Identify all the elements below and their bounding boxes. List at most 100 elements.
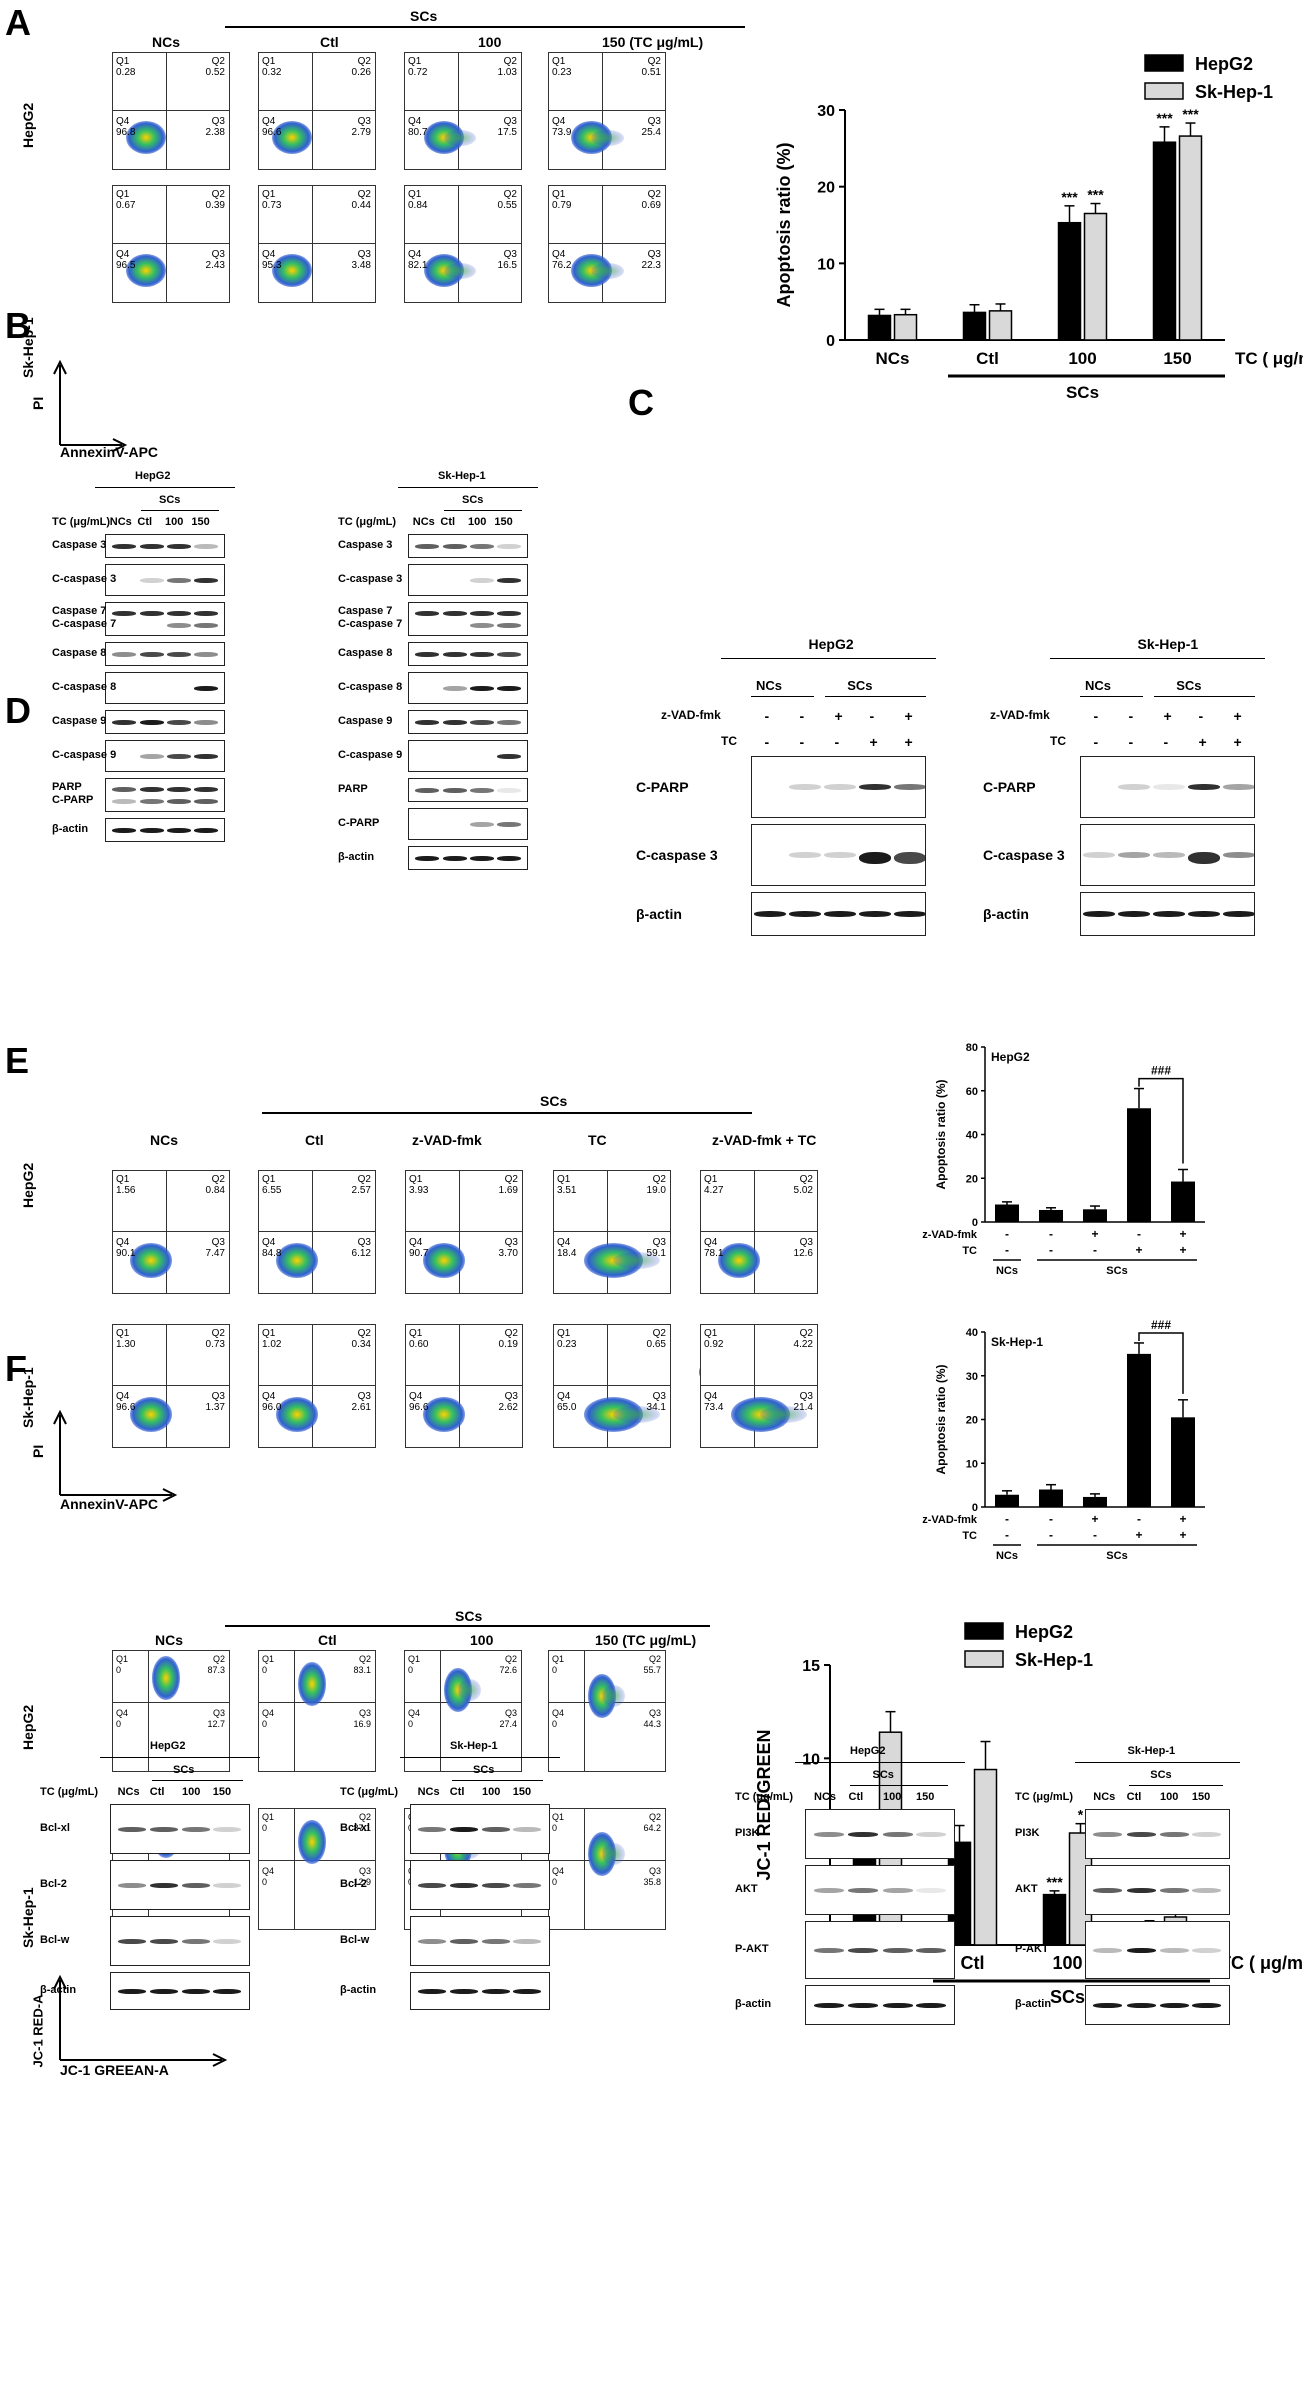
q4-label: Q4 78.1 — [704, 1236, 724, 1259]
b-hepg2-tc: TC (μg/mL) — [52, 516, 111, 528]
band — [193, 786, 218, 792]
band — [823, 911, 856, 917]
c-skhep1-title: Sk-Hep-1 — [1137, 636, 1199, 652]
a-flow-plot: Q1 0.72 Q2 1.03 Q4 80.7 Q3 17.5 — [404, 52, 522, 170]
b-skhep1-row-label: Caspase 7 — [338, 605, 393, 617]
f-hepg2-title: HepG2 — [150, 1740, 186, 1752]
q2-label: Q2 4.22 — [793, 1328, 813, 1350]
q1-label: Q1 0.72 — [408, 56, 428, 78]
band — [139, 799, 164, 805]
band — [112, 799, 136, 805]
gate-vline — [166, 1171, 168, 1293]
g-skhep1-lane-label: 100 — [1160, 1791, 1179, 1803]
q3-label: Q3 2.43 — [205, 248, 225, 271]
q4-label: Q4 73.9 — [552, 115, 572, 138]
cell-cloud — [275, 1242, 318, 1278]
c-hepg2-ncs-line — [751, 696, 814, 697]
q4-label: Q4 96.6 — [116, 1390, 136, 1413]
band — [788, 911, 821, 917]
y-tick-label: 40 — [966, 1327, 978, 1339]
condition-mark: - — [1005, 1243, 1009, 1257]
bar — [995, 1204, 1019, 1222]
q3-label: Q3 16.9 — [353, 1708, 371, 1730]
band — [167, 544, 192, 549]
g-skhep1-tc: TC (μg/mL) — [1015, 1791, 1074, 1803]
band — [1117, 784, 1150, 790]
q4-label: Q4 84.8 — [262, 1236, 282, 1259]
band — [182, 1989, 211, 1994]
band — [1093, 2003, 1123, 2008]
band — [415, 856, 439, 861]
f-skhep1-blot — [410, 1860, 550, 1910]
q4-label: Q4 65.0 — [557, 1390, 577, 1413]
y-tick-label: 20 — [966, 1173, 978, 1185]
band — [470, 856, 495, 861]
band — [450, 1989, 479, 1994]
f-hepg2-blot — [110, 1916, 250, 1966]
f-skhep1-title-line — [400, 1757, 560, 1758]
gate-hline — [113, 1384, 229, 1386]
b-hepg2-row-label: β-actin — [52, 823, 89, 835]
b-hepg2-blot — [105, 642, 225, 666]
band — [182, 1939, 211, 1944]
q1-label: Q1 0 — [262, 1812, 275, 1833]
g-skhep1-row-label: PI3K — [1015, 1827, 1040, 1839]
band — [882, 2003, 913, 2008]
condition-mark: + — [1135, 1528, 1142, 1542]
e-axis-y: JC-1 RED-A — [30, 1994, 46, 2068]
legend-swatch — [964, 1650, 1004, 1668]
b-skhep1-title: Sk-Hep-1 — [438, 470, 486, 482]
q4-label: Q4 96.6 — [409, 1390, 429, 1413]
c-hepg2-row-label: C-PARP — [636, 779, 689, 795]
q4-label: Q4 96.0 — [262, 1390, 282, 1413]
band — [823, 852, 856, 858]
q2-label: Q2 0.84 — [205, 1174, 225, 1196]
f-hepg2-blot — [110, 1804, 250, 1854]
q1-label: Q1 0 — [552, 1654, 565, 1675]
q2-label: Q2 0.19 — [498, 1328, 518, 1350]
band — [1159, 2003, 1189, 2008]
f-hepg2-lane-label: Ctl — [149, 1786, 165, 1798]
band — [139, 610, 164, 616]
band — [139, 786, 164, 792]
band — [470, 623, 495, 629]
band — [470, 652, 495, 657]
band — [182, 1827, 211, 1832]
q2-label: Q2 83.1 — [353, 1654, 371, 1675]
gate-vline — [459, 1171, 461, 1293]
q4-label: Q4 76.2 — [552, 248, 572, 271]
condition-label: z-VAD-fmk — [922, 1514, 978, 1526]
g-skhep1-title-line — [1075, 1762, 1240, 1763]
condition-mark: + — [1179, 1528, 1186, 1542]
f-skhep1-lane-label: NCs — [417, 1786, 440, 1798]
cell-cloud — [275, 1396, 318, 1432]
q3-label: Q3 3.48 — [351, 248, 371, 271]
a-flow-plot: Q1 0.28 Q2 0.52 Q4 96.8 Q3 2.38 — [112, 52, 230, 170]
band — [1187, 911, 1220, 917]
band — [112, 610, 136, 616]
legend-label: HepG2 — [1015, 1622, 1073, 1642]
bar — [1057, 221, 1082, 341]
b-hepg2-blot — [105, 672, 225, 704]
band — [1191, 1832, 1221, 1837]
cell-tail — [613, 1405, 661, 1423]
cell-cloud — [125, 121, 167, 155]
f-hepg2-lane-label: 100 — [182, 1786, 201, 1798]
q3-label: Q3 2.79 — [351, 115, 371, 138]
significance-mark: *** — [1061, 189, 1078, 205]
q3-label: Q3 12.6 — [793, 1236, 813, 1259]
q1-label: Q1 0.32 — [262, 56, 282, 78]
q3-label: Q3 2.62 — [498, 1390, 518, 1413]
bar — [995, 1494, 1019, 1507]
gate-vline — [754, 1325, 756, 1447]
band — [450, 1827, 479, 1832]
b-skhep1-blot — [408, 534, 528, 558]
q4-label: Q4 95.3 — [262, 248, 282, 271]
b-hepg2-row-label: Caspase 7 — [52, 605, 107, 617]
gate-vline — [166, 186, 168, 302]
b-skhep1-row-label: Caspase 9 — [338, 715, 393, 727]
f-skhep1-row-label: Bcl-2 — [340, 1878, 367, 1890]
q2-label: Q2 5.02 — [793, 1174, 813, 1196]
significance-mark: *** — [1046, 1874, 1063, 1890]
q4-label: Q4 73.4 — [704, 1390, 724, 1413]
